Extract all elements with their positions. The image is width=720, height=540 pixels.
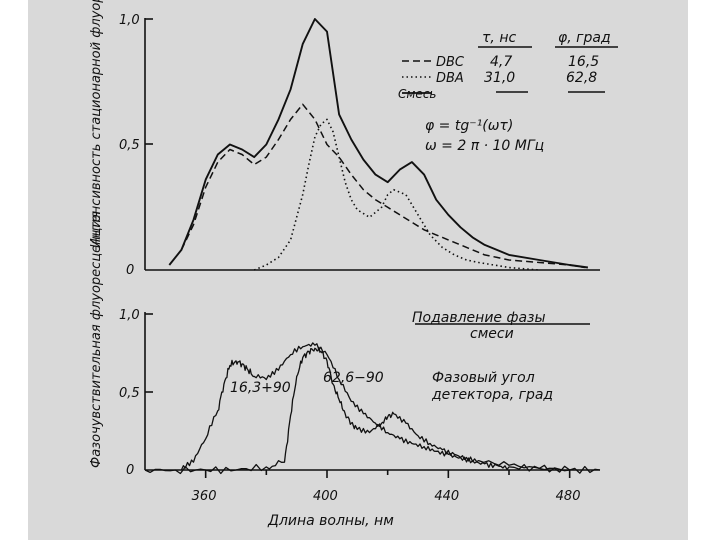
bottom-label-62-90: 62,6−90 — [323, 370, 384, 386]
top-y-tick-label-1: 1,0 — [119, 13, 140, 28]
legend-dba-name: DBA — [436, 71, 464, 86]
bottom-x-tick-label-480: 480 — [556, 489, 581, 504]
top-y-tick-label-05: 0,5 — [119, 138, 140, 153]
bottom-label-16-90: 16,3+90 — [230, 380, 291, 396]
bottom-note-1: Фазовый угол — [432, 370, 535, 386]
bottom-x-ticks: 360 400 440 480 — [192, 470, 581, 504]
bottom-y-axis-title: Фазочувствительная флуоресценция — [89, 211, 104, 468]
top-y-tick-label-0: 0 — [126, 263, 134, 278]
bottom-note-2: детектора, град — [431, 387, 553, 403]
legend-dbc-phi: 16,5 — [568, 54, 599, 70]
top-curves — [168, 18, 589, 271]
top-y-axis-title: Интенсивность стационарной флуоресценции — [89, 0, 104, 248]
legend-dbc-name: DBC — [436, 55, 465, 70]
legend-dba-tau: 31,0 — [484, 70, 515, 86]
top-legend: τ, нс φ, град DBC 4,7 16,5 DBA 31,0 62,8… — [398, 30, 618, 101]
bottom-curves — [144, 342, 601, 475]
legend-header-phi: φ, град — [558, 30, 611, 46]
bottom-x-axis-title: Длина волны, нм — [267, 513, 394, 529]
bottom-y-tick-label-0: 0 — [126, 463, 134, 478]
legend-header-tau: τ, нс — [482, 30, 516, 46]
bottom-annotation-title-2: смеси — [470, 326, 514, 342]
top-formula-phase: φ = tg⁻¹(ωτ) — [425, 118, 513, 134]
bottom-y-ticks: 1,0 0,5 0 — [119, 308, 153, 478]
bottom-series-62-6-90-1-line — [144, 346, 601, 475]
legend-mix-name: Смесь — [398, 87, 436, 101]
legend-dba-phi: 62,8 — [566, 70, 597, 86]
top-chart: 1,0 0,5 0 Интенсивность стационарной флу… — [89, 0, 618, 278]
bottom-y-tick-label-05: 0,5 — [119, 386, 140, 401]
bottom-annotation-title-1: Подавление фазы — [412, 310, 546, 326]
top-series-dbc-0-line — [180, 103, 585, 269]
bottom-chart: 1,0 0,5 0 360 400 440 480 Длина волны, нм Ф… — [89, 211, 601, 529]
legend-dbc-tau: 4,7 — [490, 54, 512, 70]
bottom-x-tick-label-360: 360 — [192, 489, 217, 504]
top-formula-omega: ω = 2 π · 10 МГц — [425, 138, 544, 154]
top-y-ticks: 1,0 0,5 0 — [119, 13, 153, 278]
bottom-series-16-3-90-0-line — [180, 342, 571, 473]
top-series-mix-2-line — [168, 18, 589, 269]
bottom-x-tick-label-400: 400 — [313, 489, 338, 504]
bottom-y-tick-label-1: 1,0 — [119, 308, 140, 323]
bottom-x-tick-label-440: 440 — [434, 489, 459, 504]
